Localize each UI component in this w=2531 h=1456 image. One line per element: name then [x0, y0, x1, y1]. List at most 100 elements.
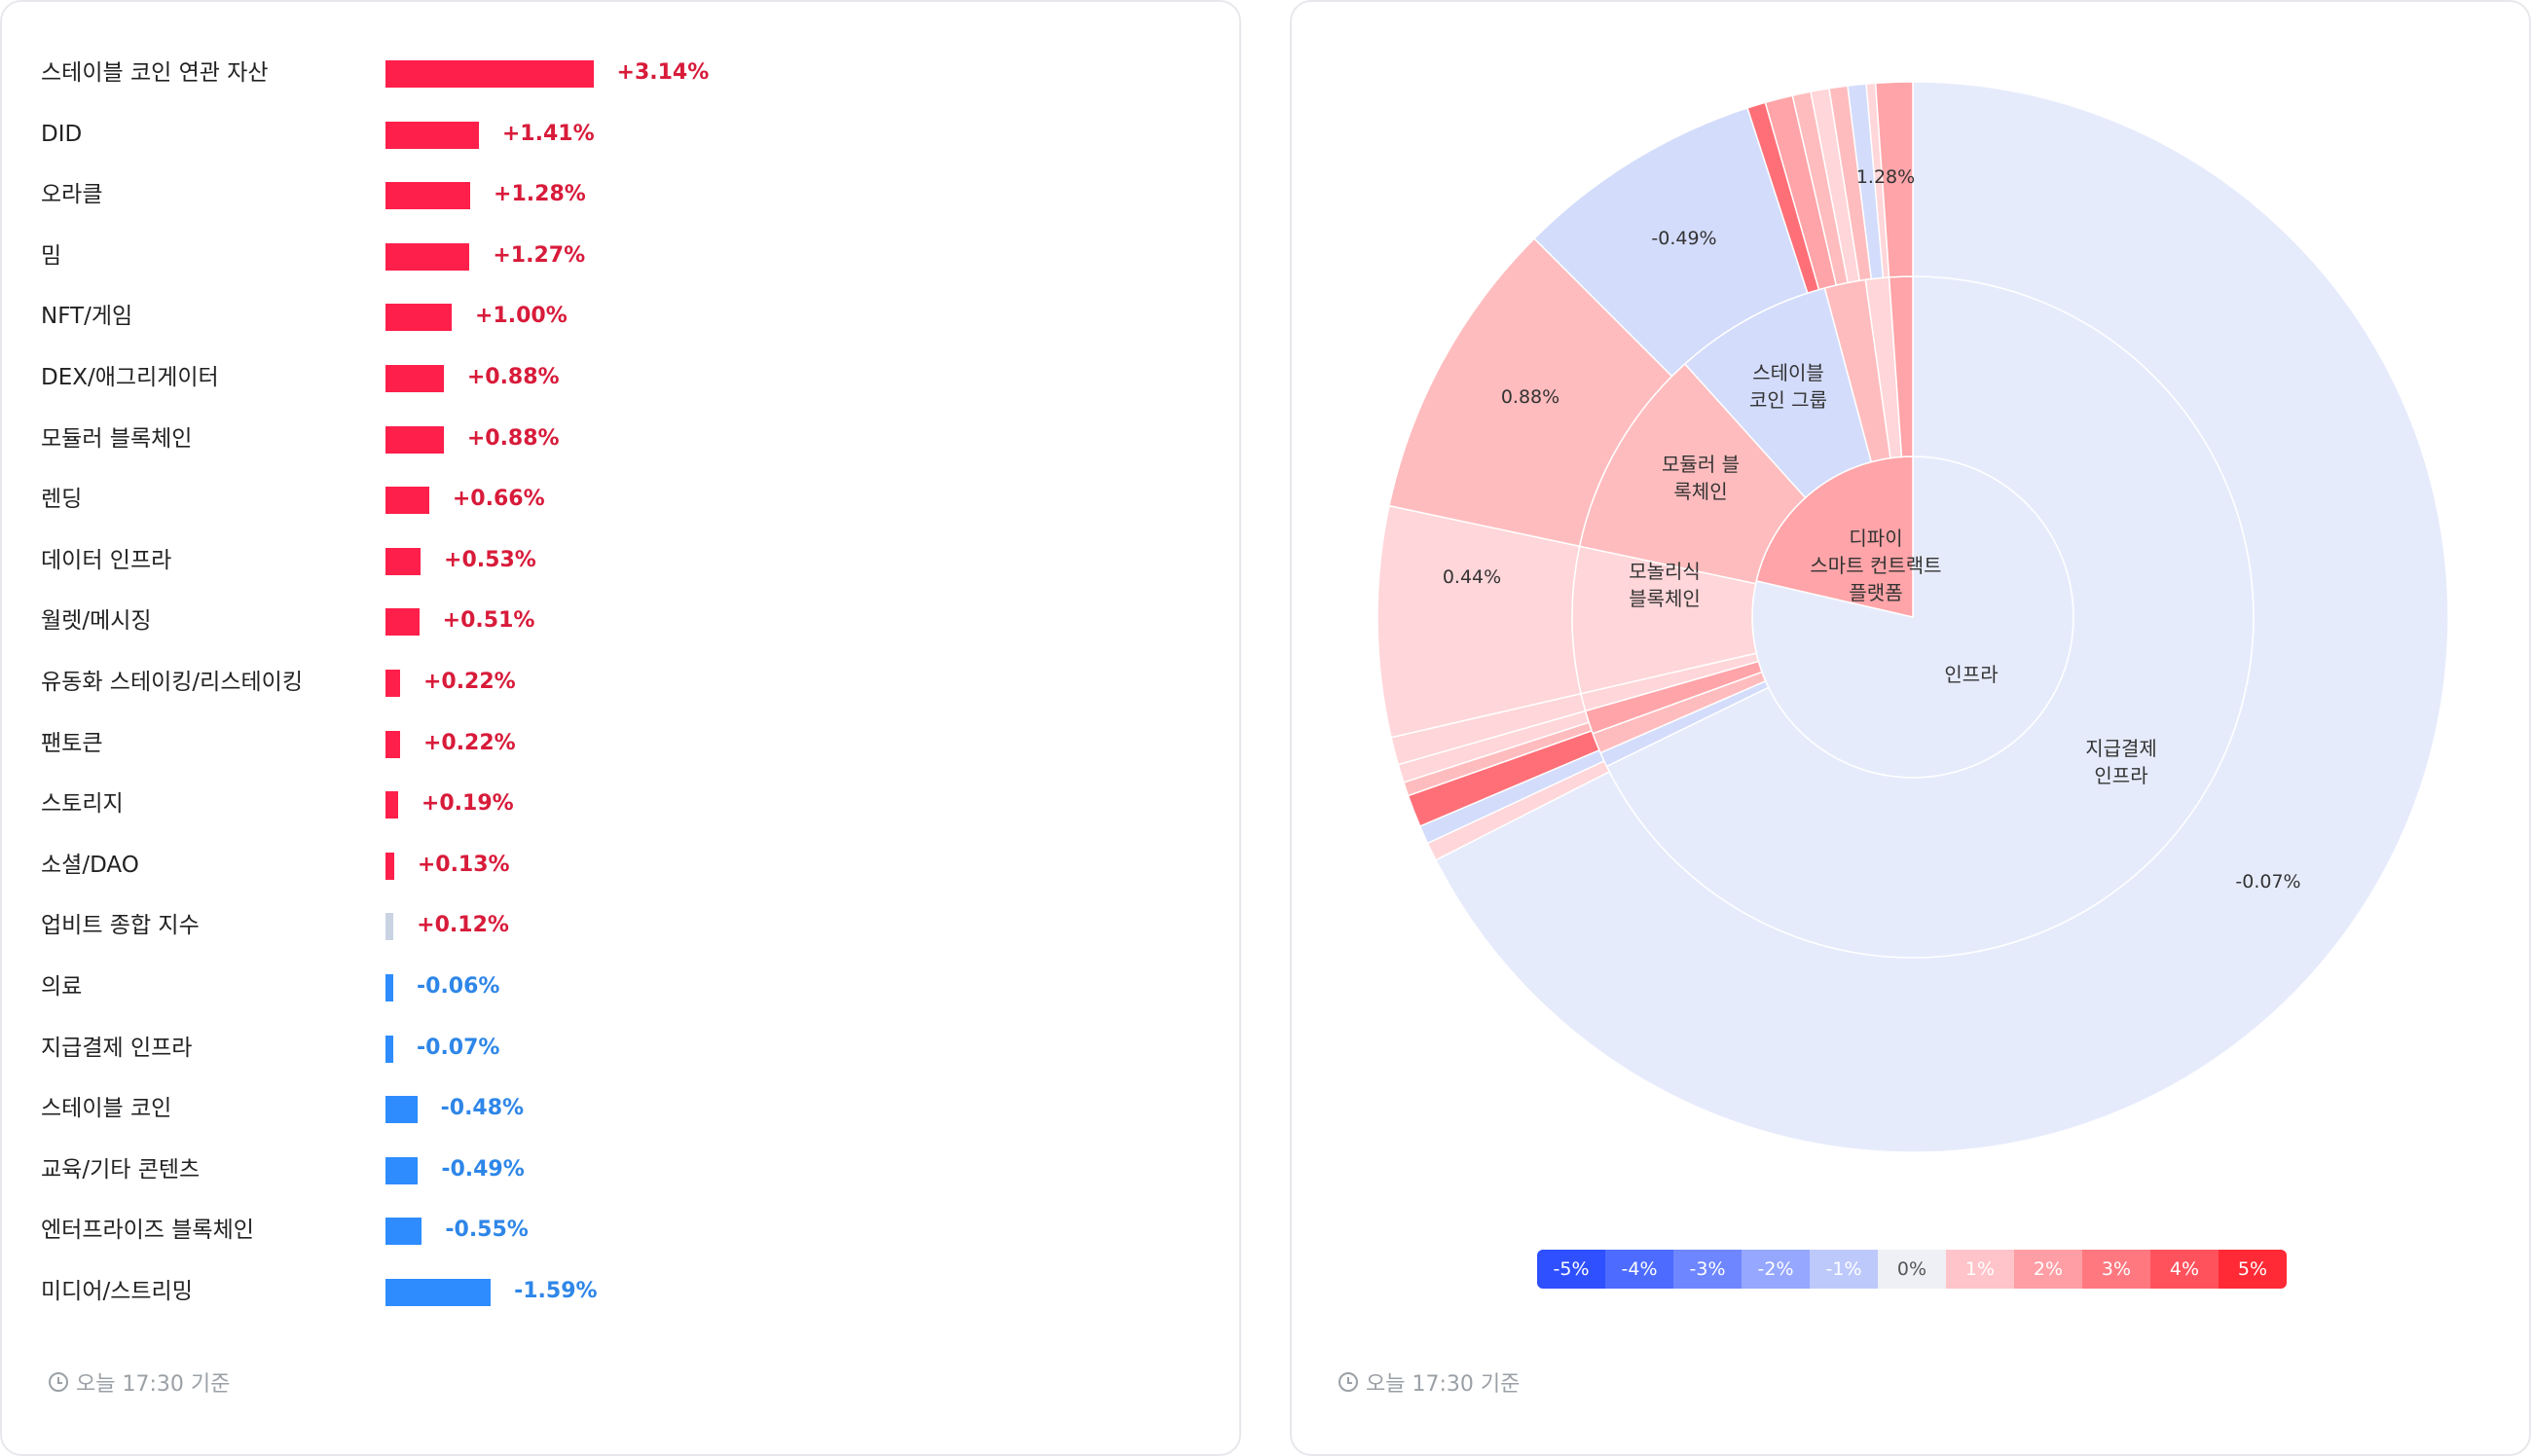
sector-bar — [385, 1279, 492, 1306]
middle-label-stablecoin: 스테이블 코인 그룹 — [1749, 361, 1827, 412]
outer-segment-defi[interactable] — [1874, 81, 1914, 278]
sector-label: 오라클 — [41, 182, 103, 208]
sector-row[interactable]: 밈 +1.27% — [41, 237, 1112, 275]
clock-icon — [1339, 1372, 1358, 1392]
sector-bar — [385, 242, 470, 271]
legend-cell: 0% — [1878, 1250, 1946, 1289]
sector-row[interactable]: 업비트 종합 지수 +0.12% — [41, 906, 1112, 945]
sector-row[interactable]: 유동화 스테이킹/리스테이킹 +0.22% — [41, 663, 1112, 702]
sector-value: +0.53% — [444, 547, 536, 572]
sector-bar — [385, 304, 452, 332]
sector-bar — [385, 791, 398, 819]
sector-value: +1.28% — [494, 182, 586, 207]
outer-value-defi: 1.28% — [1856, 166, 1915, 188]
sunburst-card: 인프라 디파이 스마트 컨트랙트 플랫폼 지급결제 인프라 모놀리식 블록체인 모듈러 블 록체인… — [1290, 0, 2531, 1456]
sector-label: 유동화 스테이킹/리스테이킹 — [41, 670, 303, 695]
sector-bar-card: 스테이블 코인 연관 자산 +3.14% DID +1.41% 오라클 +1.28% 밈 +1… — [0, 0, 1241, 1456]
sector-bar — [385, 1096, 418, 1124]
color-scale-legend: -5% -4% -3% -2% -1% 0% 1% 2% 3% 4% 5% — [1537, 1250, 2287, 1289]
sector-label: 소셜/DAO — [41, 852, 139, 878]
sector-bar — [385, 121, 479, 149]
middle-label-monolithic: 모놀리식 블록체인 — [1629, 560, 1701, 610]
sector-row[interactable]: 지급결제 인프라 -0.07% — [41, 1029, 1112, 1068]
sector-label: 월렛/메시징 — [41, 608, 152, 635]
sector-value: +0.66% — [452, 487, 545, 512]
sector-bar — [385, 425, 444, 454]
sector-label: 밈 — [41, 242, 62, 269]
sector-value: +0.88% — [466, 365, 560, 389]
sector-bar — [385, 487, 429, 515]
sector-bar — [385, 60, 594, 88]
sector-bar — [385, 365, 444, 392]
sector-row[interactable]: 데이터 인프라 +0.53% — [41, 541, 1112, 580]
left-footer: 오늘 17:30 기준 — [49, 1366, 230, 1398]
sector-row[interactable]: 월렛/메시징 +0.51% — [41, 601, 1112, 640]
sector-bar — [385, 913, 394, 941]
sector-label: 지급결제 인프라 — [41, 1035, 193, 1061]
sector-bar — [385, 1156, 419, 1184]
legend-cell: -5% — [1537, 1250, 1605, 1289]
middle-label-payment: 지급결제 인프라 — [2085, 737, 2157, 787]
sector-value: +0.51% — [442, 608, 535, 634]
sector-row[interactable]: 의료 -0.06% — [41, 967, 1112, 1006]
sector-value: +0.12% — [417, 913, 509, 938]
sector-label: DID — [41, 121, 83, 147]
legend-cell: 3% — [2082, 1250, 2150, 1289]
sector-bar — [385, 1035, 393, 1063]
sector-row[interactable]: 소셜/DAO +0.13% — [41, 846, 1112, 885]
sector-label: 데이터 인프라 — [41, 547, 172, 573]
sector-value: -0.07% — [417, 1035, 500, 1060]
sector-label: 팬토큰 — [41, 730, 103, 756]
sector-label: 의료 — [41, 974, 83, 1000]
sector-label: 교육/기타 콘텐츠 — [41, 1156, 201, 1183]
outer-value-payment: -0.07% — [2235, 871, 2300, 892]
sector-label: 렌딩 — [41, 487, 83, 513]
sector-row[interactable]: DEX/애그리게이터 +0.88% — [41, 358, 1112, 397]
sector-row[interactable]: 스테이블 코인 -0.48% — [41, 1089, 1112, 1128]
sector-label: 업비트 종합 지수 — [41, 913, 200, 939]
sector-row[interactable]: NFT/게임 +1.00% — [41, 297, 1112, 336]
sector-row[interactable]: 오라클 +1.28% — [41, 175, 1112, 214]
sector-value: +3.14% — [616, 60, 710, 85]
sector-row[interactable]: 교육/기타 콘텐츠 -0.49% — [41, 1150, 1112, 1189]
sector-value: +1.41% — [501, 121, 595, 146]
sector-row[interactable]: 스토리지 +0.19% — [41, 784, 1112, 823]
left-footer-time: 오늘 17:30 기준 — [76, 1372, 231, 1397]
right-footer: 오늘 17:30 기준 — [1339, 1366, 1520, 1398]
sector-value: +1.27% — [493, 242, 586, 268]
sector-row[interactable]: 미디어/스트리밍 -1.59% — [41, 1272, 1112, 1311]
sector-bar — [385, 670, 400, 697]
sector-row[interactable]: 모듈러 블록체인 +0.88% — [41, 419, 1112, 458]
sector-value: +0.22% — [422, 730, 516, 755]
sector-label: 스토리지 — [41, 791, 124, 818]
legend-cell: 2% — [2014, 1250, 2082, 1289]
sector-label: 모듈러 블록체인 — [41, 425, 193, 452]
outer-segment-payment[interactable] — [1434, 81, 2449, 1153]
middle-label-modular: 모듈러 블 록체인 — [1662, 453, 1740, 503]
outer-value-stablecoin: -0.49% — [1651, 228, 1716, 249]
sector-value: +0.88% — [466, 425, 560, 451]
sector-bar — [385, 547, 422, 575]
legend-cell: -3% — [1673, 1250, 1742, 1289]
sector-label: NFT/게임 — [41, 304, 133, 330]
sector-label: DEX/애그리게이터 — [41, 365, 219, 390]
legend-cell: 4% — [2150, 1250, 2219, 1289]
right-footer-time: 오늘 17:30 기준 — [1366, 1372, 1521, 1397]
legend-cell: 5% — [2219, 1250, 2287, 1289]
sector-row[interactable]: 엔터프라이즈 블록체인 -0.55% — [41, 1211, 1112, 1250]
sector-value: -0.49% — [441, 1156, 525, 1182]
sector-bar — [385, 182, 471, 210]
sector-value: +0.13% — [417, 852, 510, 877]
legend-cell: -4% — [1605, 1250, 1673, 1289]
legend-cell: -2% — [1742, 1250, 1810, 1289]
sector-value: -0.06% — [417, 974, 500, 999]
sector-row[interactable]: 팬토큰 +0.22% — [41, 724, 1112, 763]
sector-bar — [385, 608, 420, 637]
sector-row[interactable]: 스테이블 코인 연관 자산 +3.14% — [41, 54, 1112, 92]
clock-icon — [49, 1372, 68, 1392]
sector-row[interactable]: DID +1.41% — [41, 115, 1112, 154]
sector-label: 엔터프라이즈 블록체인 — [41, 1218, 254, 1244]
sector-row[interactable]: 렌딩 +0.66% — [41, 480, 1112, 519]
sector-value: +0.22% — [422, 670, 516, 694]
